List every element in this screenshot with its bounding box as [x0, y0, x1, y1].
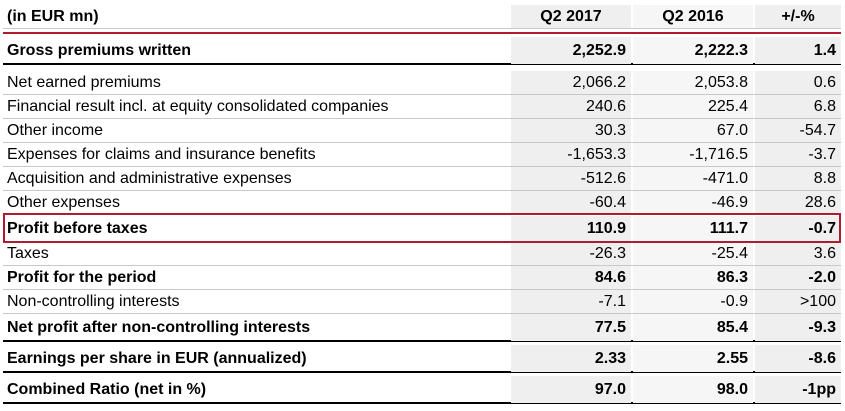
row-label: Net profit after non-controlling interes…: [7, 319, 311, 336]
cell-q2-2017: -512.6: [511, 167, 631, 190]
table-row: Non-controlling interests -7.1 -0.9 >100: [3, 290, 841, 314]
cell-change: 6.8: [755, 95, 841, 118]
table-row: Financial result incl. at equity consoli…: [3, 95, 841, 119]
row-label: Non-controlling interests: [7, 293, 180, 310]
cell-q2-2017: -1,653.3: [511, 143, 631, 166]
header-q2-2017: Q2 2017: [511, 5, 631, 28]
header-label: (in EUR mn): [7, 8, 99, 25]
cell-q2-2017: 77.5: [511, 314, 631, 341]
table-row: Combined Ratio (net in %) 97.0 98.0 -1pp: [3, 376, 841, 404]
table-row: Gross premiums written 2,252.9 2,222.3 1.4: [3, 37, 841, 65]
cell-q2-2016: -1,716.5: [633, 143, 753, 166]
cell-q2-2016: -0.9: [633, 290, 753, 313]
cell-q2-2017: 110.9: [511, 216, 631, 241]
row-label: Expenses for claims and insurance benefi…: [7, 146, 316, 163]
cell-q2-2016: 225.4: [633, 95, 753, 118]
cell-q2-2017: 97.0: [511, 376, 631, 403]
cell-change: -2.0: [755, 266, 841, 289]
cell-change: 28.6: [755, 191, 841, 214]
cell-change: -54.7: [755, 119, 841, 142]
table-row: Other income 30.3 67.0 -54.7: [3, 119, 841, 143]
row-label: Net earned premiums: [7, 74, 161, 91]
cell-change: -9.3: [755, 314, 841, 341]
cell-change: >100: [755, 290, 841, 313]
cell-change: -0.7: [755, 216, 841, 241]
cell-change: 1.4: [755, 37, 841, 64]
row-label: Other income: [7, 122, 104, 139]
cell-q2-2016: -46.9: [633, 191, 753, 214]
cell-change: 8.8: [755, 167, 841, 190]
cell-q2-2016: 111.7: [633, 216, 753, 241]
row-label: Earnings per share in EUR (annualized): [7, 350, 307, 367]
cell-q2-2016: 98.0: [633, 376, 753, 403]
cell-change: 3.6: [755, 242, 841, 265]
table-header-row: (in EUR mn) Q2 2017 Q2 2016 +/-%: [3, 5, 841, 29]
cell-q2-2016: 86.3: [633, 266, 753, 289]
header-change: +/-%: [755, 5, 841, 28]
cell-q2-2016: 2.55: [633, 345, 753, 372]
table-row: Expenses for claims and insurance benefi…: [3, 143, 841, 167]
table-row: Other expenses -60.4 -46.9 28.6: [3, 191, 841, 215]
header-divider: [3, 32, 841, 34]
cell-q2-2017: 84.6: [511, 266, 631, 289]
table-row: Profit before taxes 110.9 111.7 -0.7: [3, 216, 841, 242]
row-label: Taxes: [7, 245, 49, 262]
table-row: Net profit after non-controlling interes…: [3, 314, 841, 342]
row-label: Acquisition and administrative expenses: [7, 170, 292, 187]
cell-q2-2016: 2,222.3: [633, 37, 753, 64]
cell-change: -3.7: [755, 143, 841, 166]
row-label: Profit before taxes: [7, 220, 148, 237]
cell-q2-2017: -7.1: [511, 290, 631, 313]
table-row: Acquisition and administrative expenses -…: [3, 167, 841, 191]
cell-q2-2016: -471.0: [633, 167, 753, 190]
cell-q2-2016: 67.0: [633, 119, 753, 142]
table-row: Profit for the period 84.6 86.3 -2.0: [3, 266, 841, 290]
row-label: Other expenses: [7, 194, 120, 211]
cell-q2-2017: -26.3: [511, 242, 631, 265]
table-row: Net earned premiums 2,066.2 2,053.8 0.6: [3, 71, 841, 95]
cell-q2-2016: 2,053.8: [633, 71, 753, 94]
row-label: Financial result incl. at equity consoli…: [7, 98, 389, 115]
row-label: Combined Ratio (net in %): [7, 381, 207, 398]
cell-q2-2016: 85.4: [633, 314, 753, 341]
cell-change: 0.6: [755, 71, 841, 94]
cell-q2-2017: 30.3: [511, 119, 631, 142]
cell-q2-2017: -60.4: [511, 191, 631, 214]
table-row: Earnings per share in EUR (annualized) 2.…: [3, 345, 841, 373]
header-q2-2016: Q2 2016: [633, 5, 753, 28]
cell-q2-2017: 2,252.9: [511, 37, 631, 64]
row-label: Profit for the period: [7, 269, 157, 286]
cell-change: -8.6: [755, 345, 841, 372]
table-row: Taxes -26.3 -25.4 3.6: [3, 242, 841, 266]
cell-change: -1pp: [755, 376, 841, 403]
row-label: Gross premiums written: [7, 42, 192, 59]
cell-q2-2017: 2.33: [511, 345, 631, 372]
cell-q2-2016: -25.4: [633, 242, 753, 265]
cell-q2-2017: 240.6: [511, 95, 631, 118]
cell-q2-2017: 2,066.2: [511, 71, 631, 94]
